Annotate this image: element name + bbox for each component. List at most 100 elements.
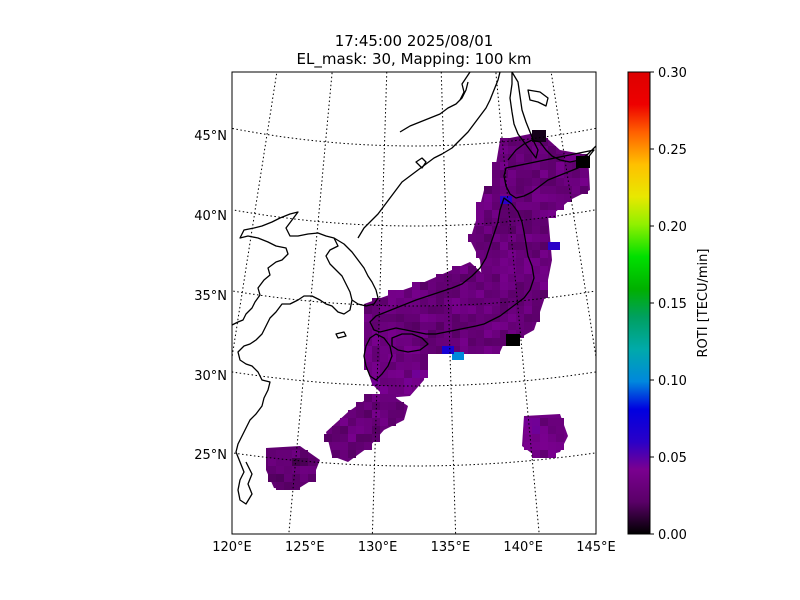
- roti-tile: [404, 378, 412, 386]
- roti-tile: [364, 314, 372, 322]
- roti-tile: [580, 178, 588, 186]
- roti-tile: [540, 426, 548, 434]
- roti-tile: [476, 306, 484, 314]
- roti-data-layer: [266, 130, 590, 490]
- roti-tile: [540, 450, 548, 458]
- roti-tile: [484, 202, 492, 210]
- roti-tile: [428, 346, 436, 354]
- roti-tile: [444, 282, 452, 290]
- roti-tile: [564, 154, 572, 162]
- roti-tile: [356, 442, 364, 450]
- roti-tile: [524, 290, 532, 298]
- roti-tile: [540, 226, 548, 234]
- roti-tile: [548, 442, 556, 450]
- roti-tile: [508, 210, 516, 218]
- roti-tile: [500, 146, 508, 154]
- map-frame-border: [231, 71, 597, 535]
- roti-tile: [540, 442, 548, 450]
- roti-tile: [364, 418, 372, 426]
- roti-tile: [524, 170, 532, 178]
- roti-tile: [468, 314, 476, 322]
- roti-tile: [404, 338, 412, 346]
- roti-tile: [388, 370, 396, 378]
- roti-tile: [420, 290, 428, 298]
- roti-tile: [380, 338, 388, 346]
- roti-tile: [452, 338, 460, 346]
- roti-tile: [540, 210, 548, 218]
- roti-tile: [268, 450, 276, 458]
- roti-tile: [364, 442, 372, 450]
- roti-tile: [396, 290, 404, 298]
- roti-tile: [348, 410, 356, 418]
- roti-tile: [308, 458, 316, 466]
- roti-tile: [300, 458, 308, 466]
- roti-tile: [532, 266, 540, 274]
- roti-tile: [436, 330, 444, 338]
- roti-tile: [532, 210, 540, 218]
- roti-tile: [356, 418, 364, 426]
- roti-tile: [412, 314, 420, 322]
- roti-tile: [548, 418, 556, 426]
- roti-tile: [516, 186, 524, 194]
- roti-tile: [500, 234, 508, 242]
- roti-tile: [492, 258, 500, 266]
- roti-tile: [380, 306, 388, 314]
- roti-tile: [444, 306, 452, 314]
- roti-tile: [420, 282, 428, 290]
- roti-tile: [492, 178, 500, 186]
- roti-tile: [516, 146, 524, 154]
- roti-tile: [484, 346, 492, 354]
- latitude-labels: 25°N 30°N 35°N 40°N 45°N: [194, 129, 227, 463]
- roti-tile: [516, 194, 524, 202]
- roti-tile: [340, 418, 348, 426]
- meridian-line: [232, 72, 278, 361]
- roti-tile: [452, 322, 460, 330]
- roti-tile: [404, 322, 412, 330]
- roti-tile: [556, 202, 564, 210]
- roti-tile: [468, 346, 476, 354]
- roti-tile: [524, 234, 532, 242]
- roti-tile: [524, 226, 532, 234]
- roti-tile: [372, 338, 380, 346]
- roti-tile: [364, 434, 372, 442]
- roti-tile: [540, 194, 548, 202]
- roti-tile: [420, 314, 428, 322]
- roti-tile: [332, 442, 340, 450]
- roti-tile: [516, 290, 524, 298]
- roti-tile: [372, 354, 380, 362]
- roti-tile: [380, 346, 388, 354]
- roti-tile: [556, 442, 564, 450]
- roti-tile: [364, 394, 372, 402]
- roti-tile: [516, 250, 524, 258]
- roti-tile: [460, 290, 468, 298]
- roti-tile: [452, 314, 460, 322]
- roti-tile: [436, 298, 444, 306]
- lon-tick-label: 120°E: [212, 540, 252, 555]
- roti-tile: [492, 298, 500, 306]
- colorbar-tick-label: 0.05: [658, 451, 687, 466]
- roti-tile: [372, 346, 380, 354]
- roti-tile: [540, 274, 548, 282]
- roti-tile: [412, 322, 420, 330]
- roti-tile: [468, 266, 476, 274]
- roti-tile: [524, 258, 532, 266]
- roti-tile: [420, 346, 428, 354]
- roti-tile: [476, 202, 484, 210]
- roti-tile: [532, 282, 540, 290]
- roti-tile: [476, 290, 484, 298]
- roti-tile: [516, 210, 524, 218]
- roti-tile: [372, 410, 380, 418]
- roti-tile: [372, 418, 380, 426]
- meridian-line: [371, 72, 388, 534]
- map-title-params: EL_mask: 30, Mapping: 100 km: [296, 50, 532, 68]
- roti-tile: [508, 170, 516, 178]
- roti-tile: [276, 466, 284, 474]
- roti-tile: [428, 322, 436, 330]
- roti-tile: [444, 330, 452, 338]
- roti-tile: [524, 202, 532, 210]
- roti-tile: [532, 434, 540, 442]
- roti-tile: [532, 258, 540, 266]
- roti-tile: [396, 306, 404, 314]
- roti-tile: [508, 234, 516, 242]
- roti-lowspot: [532, 130, 546, 142]
